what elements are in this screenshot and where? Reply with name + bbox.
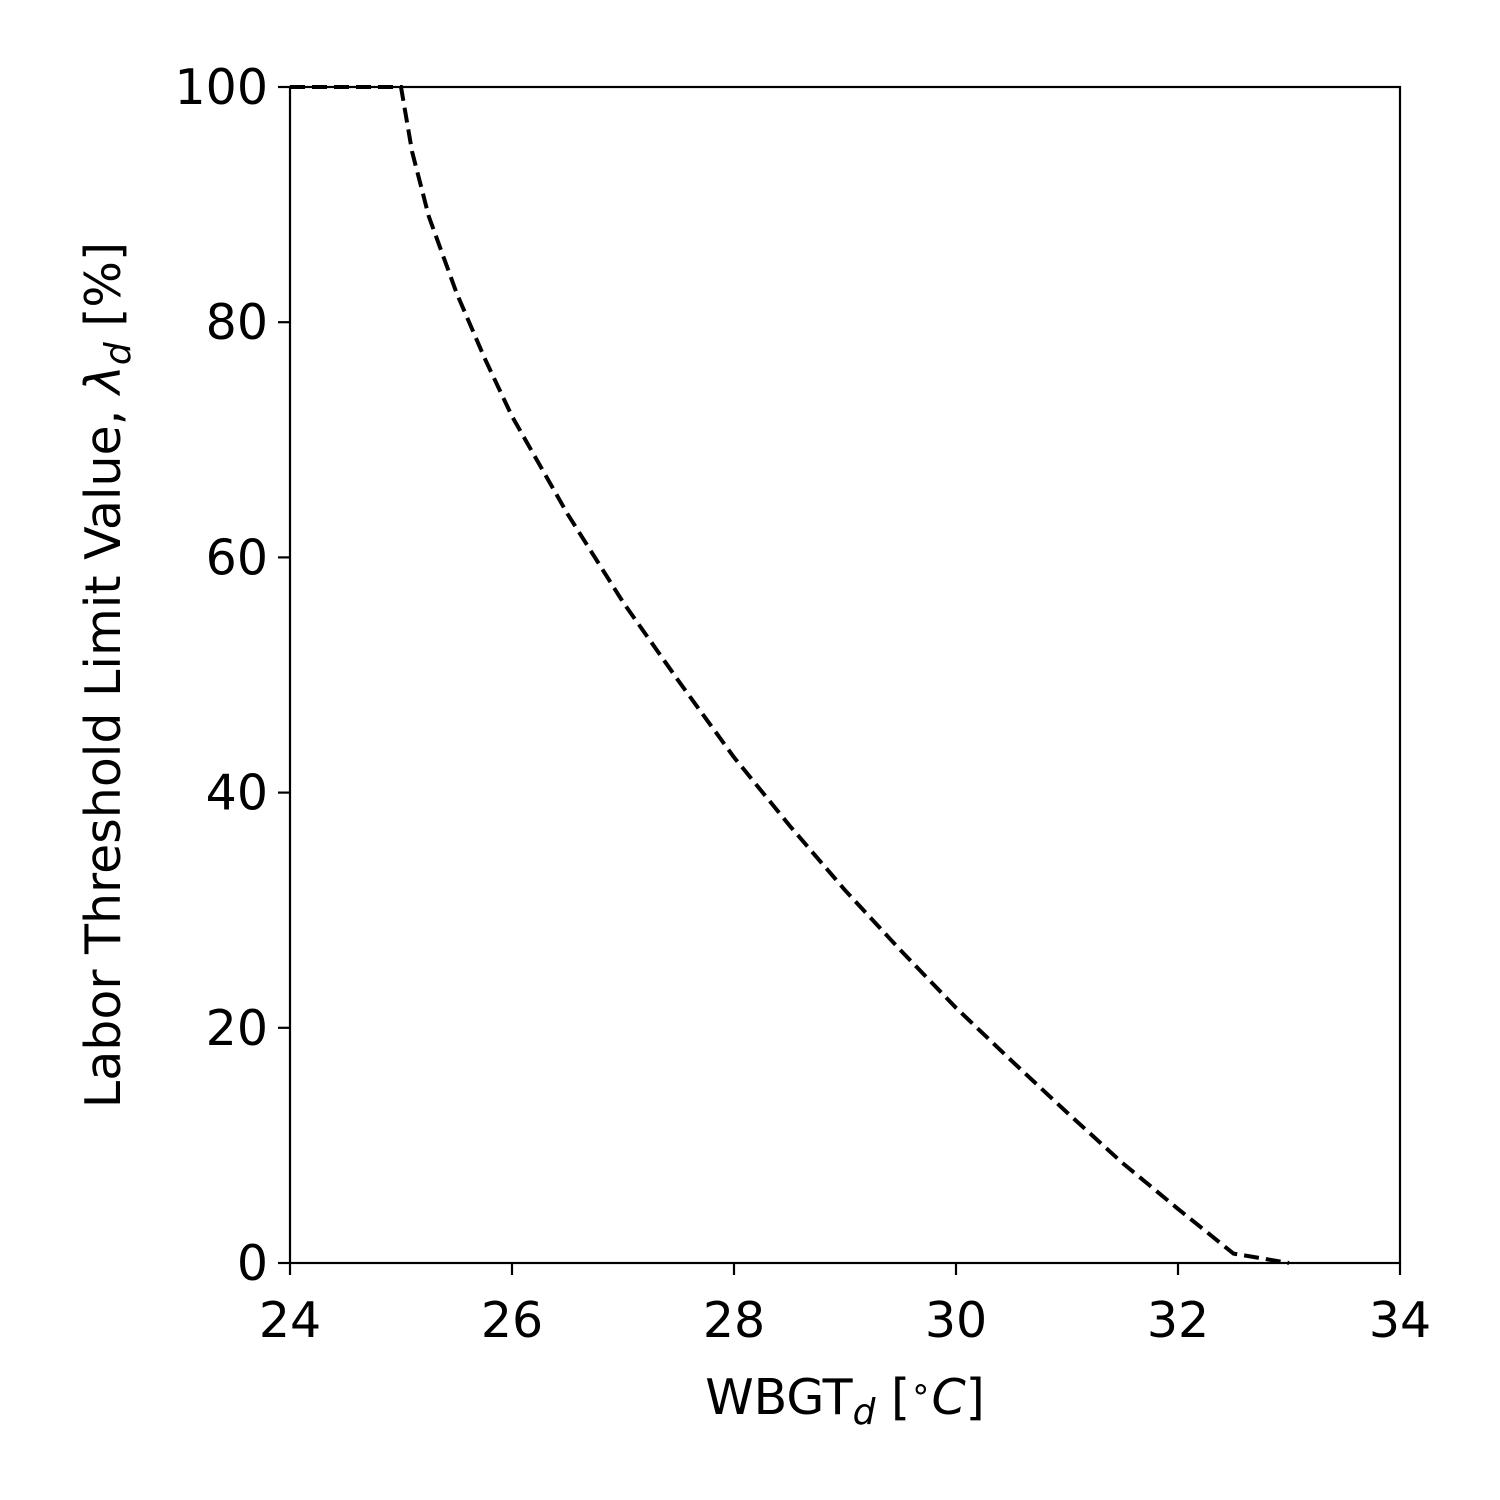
x-axis-label-main: WBGT (705, 1369, 853, 1426)
x-axis-label: WBGTd [∘C] (705, 1369, 985, 1433)
y-tick-label: 60 (206, 529, 268, 586)
x-axis-label-subscript: d (853, 1392, 877, 1433)
x-axis-label-open: [ (875, 1369, 910, 1426)
x-tick-label: 26 (481, 1292, 543, 1349)
y-tick-label: 40 (206, 765, 268, 822)
x-axis-label-degree: ∘ (910, 1369, 931, 1409)
y-axis-label-main: Labor Threshold Limit Value, (75, 394, 132, 1108)
x-tick-label: 34 (1369, 1292, 1431, 1349)
y-tick-label: 80 (206, 294, 268, 351)
y-axis-label-unit: [%] (75, 242, 132, 342)
x-tick-label: 28 (703, 1292, 765, 1349)
series-layer (290, 85, 1290, 1265)
y-tick-label: 0 (237, 1235, 268, 1292)
plot-frame (288, 85, 1402, 1265)
x-axis-label-close: ] (966, 1369, 985, 1426)
x-tick-label: 32 (1147, 1292, 1209, 1349)
x-axis-label-unit: C (931, 1369, 966, 1426)
y-tick-label: 20 (206, 1000, 268, 1057)
y-axis-label: Labor Threshold Limit Value, λd [%] (75, 242, 139, 1108)
y-axis-label-symbol: λ (75, 365, 132, 397)
y-axis-ticks: 0 20 40 60 80 100 (174, 59, 290, 1292)
y-axis-label-subscript: d (98, 341, 139, 365)
x-axis-ticks: 24 26 28 30 32 34 (259, 1263, 1431, 1349)
x-tick-label: 30 (925, 1292, 987, 1349)
plot-area (288, 85, 1402, 1265)
x-tick-label: 24 (259, 1292, 321, 1349)
y-tick-label: 100 (174, 59, 268, 116)
series-line (290, 85, 1290, 1265)
